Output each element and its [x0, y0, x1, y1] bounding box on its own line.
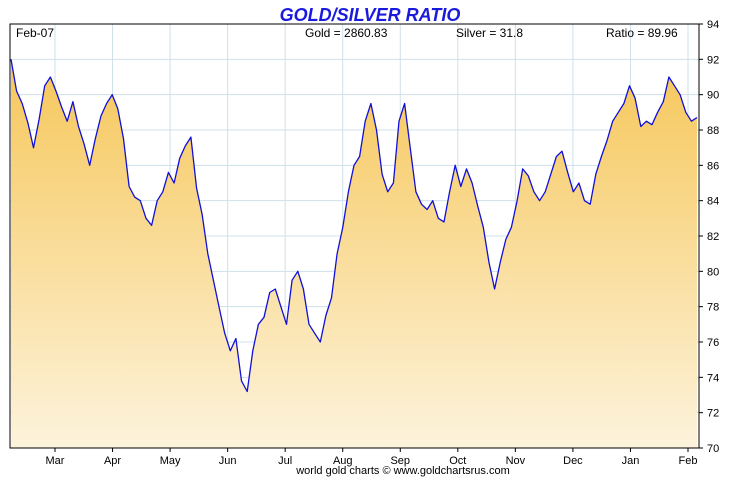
x-tick-label-nov: Nov [506, 455, 526, 467]
period-label: Feb-07 [16, 26, 54, 40]
y-tick-label: 88 [707, 125, 719, 137]
x-tick-label-sep: Sep [390, 455, 410, 467]
ratio-area-fill [11, 59, 697, 449]
y-tick-label: 78 [707, 302, 719, 314]
y-tick-label: 80 [707, 266, 719, 278]
x-tick-label-mar: Mar [46, 455, 65, 467]
x-tick-label-dec: Dec [563, 455, 583, 467]
y-tick-label: 74 [707, 372, 719, 384]
gold-price-label: Gold = 2860.83 [305, 26, 388, 40]
y-tick-label: 72 [707, 408, 719, 420]
ratio-value-label: Ratio = 89.96 [606, 26, 678, 40]
y-tick-label: 86 [707, 160, 719, 172]
x-tick-label-jan: Jan [622, 455, 640, 467]
y-tick-label: 76 [707, 337, 719, 349]
x-tick-label-feb: Feb [679, 455, 698, 467]
x-tick-label-jul: Jul [278, 455, 292, 467]
y-tick-label: 92 [707, 54, 719, 66]
y-tick-label: 90 [707, 90, 719, 102]
x-tick-label-jun: Jun [219, 455, 237, 467]
x-axis: Mar Apr May Jun Jul Aug Sep Oct Nov Dec Jan Feb [46, 448, 698, 467]
y-tick-label: 70 [707, 443, 719, 455]
ratio-series-line [10, 59, 698, 393]
y-axis: 70 72 74 76 78 80 82 84 86 88 90 92 94 [699, 19, 719, 455]
chart-title: GOLD/SILVER RATIO [280, 5, 461, 25]
x-tick-label-oct: Oct [449, 455, 466, 467]
x-tick-label-apr: Apr [104, 455, 121, 467]
x-tick-label-may: May [160, 455, 181, 467]
y-tick-label: 82 [707, 231, 719, 243]
chart-credit: world gold charts © www.goldchartsrus.co… [295, 465, 510, 477]
x-tick-label-aug: Aug [333, 455, 353, 467]
y-tick-label: 84 [707, 196, 719, 208]
y-tick-label: 94 [707, 19, 719, 31]
silver-price-label: Silver = 31.8 [456, 26, 523, 40]
